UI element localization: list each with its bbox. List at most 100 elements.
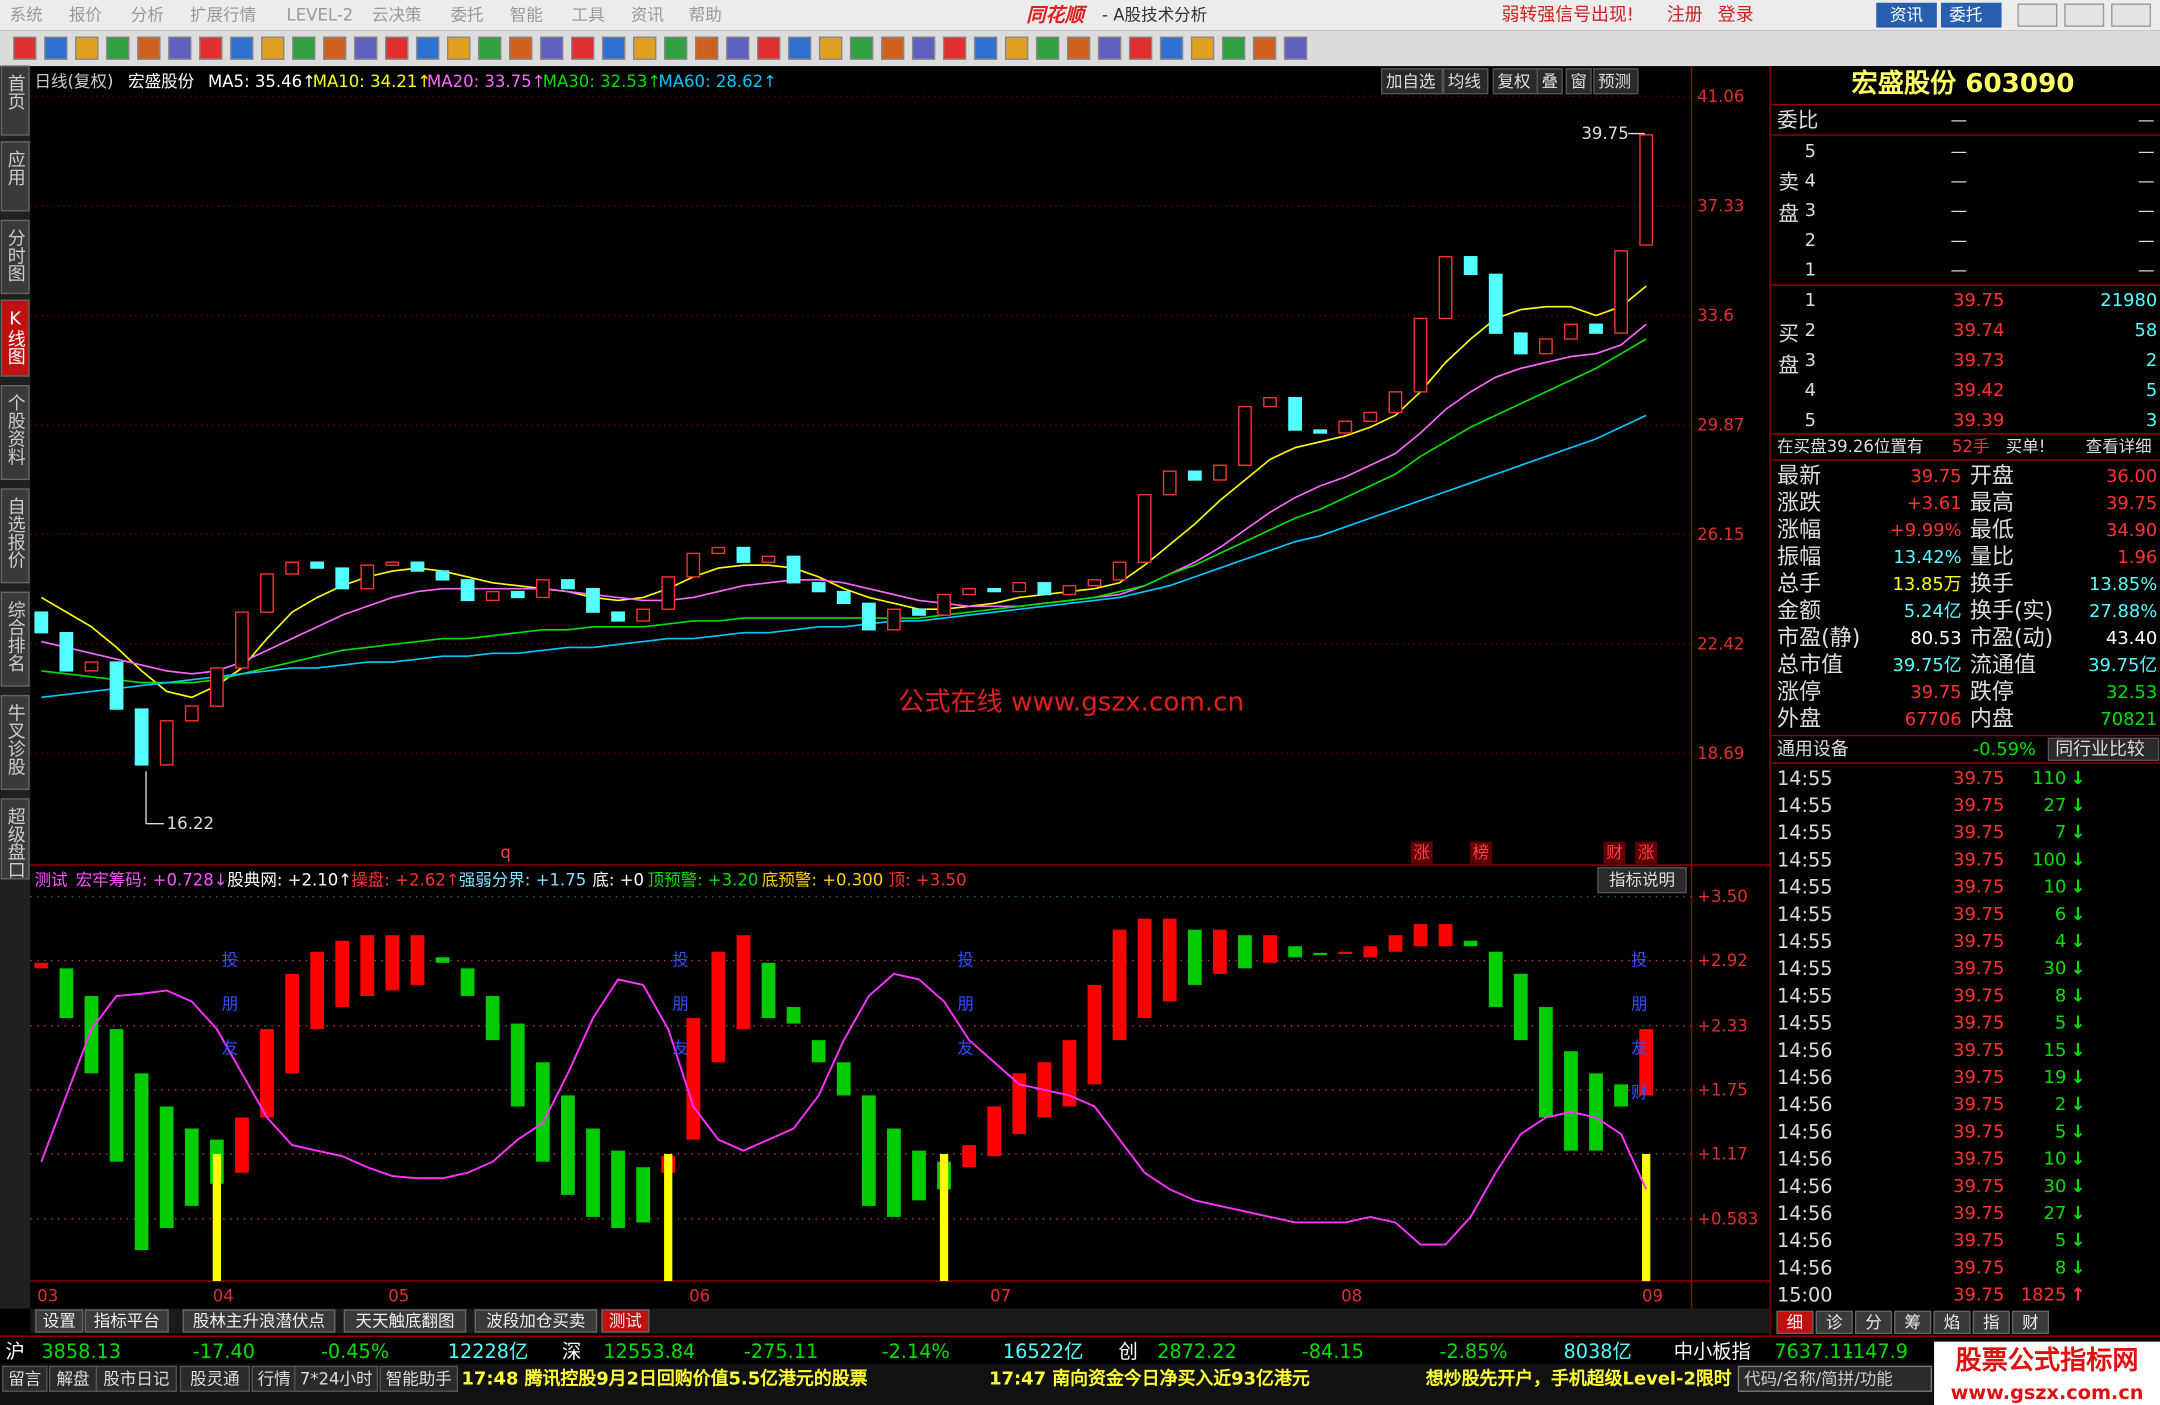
- news-button-label[interactable]: 7*24小时: [300, 1369, 373, 1388]
- event-mark[interactable]: 涨: [1638, 843, 1655, 862]
- toolbar-icon[interactable]: [75, 36, 99, 60]
- side-tab-label[interactable]: K线图: [5, 309, 26, 366]
- quote-tab[interactable]: [1854, 1310, 1893, 1335]
- side-tab-label[interactable]: 首页: [5, 74, 26, 110]
- toolbar-icon[interactable]: [13, 36, 37, 60]
- news-button[interactable]: [251, 1365, 297, 1392]
- toolbar-icon[interactable]: [44, 36, 68, 60]
- bottom-tab-label[interactable]: 测试: [609, 1311, 642, 1330]
- side-tab-label[interactable]: 综合排名: [5, 600, 26, 672]
- menu-item[interactable]: 工具: [572, 6, 605, 25]
- toolbar-icon[interactable]: [1159, 36, 1184, 60]
- bottom-tab-label[interactable]: 波段加仓买卖: [486, 1311, 585, 1330]
- menu-item[interactable]: 报价: [69, 6, 102, 25]
- news-button-label[interactable]: 股灵通: [190, 1369, 240, 1388]
- toolbar-icon[interactable]: [354, 36, 378, 60]
- headline[interactable]: 想炒股先开户，手机超级Level-2限时: [1426, 1367, 1732, 1389]
- chart-button-bg[interactable]: [1536, 68, 1563, 95]
- toolbar-icon[interactable]: [632, 36, 657, 60]
- register-link[interactable]: 注册: [1667, 5, 1703, 26]
- toolbar-icon[interactable]: [601, 36, 626, 60]
- help-button[interactable]: 指标说明: [1609, 871, 1675, 890]
- news-button-label[interactable]: 行情: [258, 1369, 291, 1388]
- side-tab[interactable]: [0, 694, 30, 790]
- toolbar-icon[interactable]: [137, 36, 161, 60]
- toolbar-icon[interactable]: [818, 36, 843, 60]
- search-placeholder[interactable]: 代码/名称/简拼/功能: [1744, 1369, 1893, 1388]
- chart-button[interactable]: 窗: [1570, 72, 1587, 91]
- event-mark[interactable]: 涨: [1413, 843, 1430, 862]
- toolbar-icon[interactable]: [416, 36, 440, 60]
- industry-link[interactable]: 同行业比较: [2055, 739, 2145, 760]
- news-button[interactable]: 资讯: [1890, 6, 1923, 25]
- toolbar-icon[interactable]: [106, 36, 130, 60]
- news-button-label[interactable]: 留言: [8, 1369, 41, 1388]
- side-tab-label[interactable]: 超级盘口: [5, 807, 26, 879]
- bottom-tab[interactable]: [601, 1309, 650, 1333]
- toolbar-icon[interactable]: [663, 36, 688, 60]
- toolbar-icon[interactable]: [509, 36, 533, 60]
- event-mark[interactable]: q: [500, 843, 510, 862]
- side-tab-label[interactable]: 牛叉诊股: [5, 704, 26, 776]
- news-button[interactable]: [48, 1365, 98, 1392]
- chart-button[interactable]: 预测: [1598, 72, 1631, 91]
- side-tab[interactable]: [0, 141, 30, 212]
- trade-button-bg[interactable]: [1940, 2, 2002, 28]
- chart-button-bg[interactable]: [1380, 68, 1443, 95]
- toolbar-icon[interactable]: [942, 36, 967, 60]
- news-button[interactable]: [95, 1365, 178, 1392]
- news-button-bg[interactable]: [1876, 2, 1937, 28]
- toolbar-icon[interactable]: [1252, 36, 1277, 60]
- toolbar-icon[interactable]: [849, 36, 874, 60]
- quote-tab-label[interactable]: 诊: [1826, 1313, 1843, 1332]
- bottom-tab-label[interactable]: 设置: [43, 1311, 76, 1330]
- order-link[interactable]: 查看详细: [2086, 437, 2152, 456]
- menu-item[interactable]: 扩展行情: [190, 6, 256, 25]
- news-button[interactable]: [379, 1365, 459, 1392]
- menu-item[interactable]: 委托: [450, 6, 483, 25]
- toolbar-icon[interactable]: [478, 36, 502, 60]
- chart-button[interactable]: 均线: [1448, 72, 1481, 91]
- signal-link[interactable]: 弱转强信号出现!: [1502, 5, 1634, 26]
- bottom-tab-label[interactable]: 指标平台: [94, 1311, 160, 1330]
- toolbar-icon[interactable]: [1283, 36, 1308, 60]
- news-button-label[interactable]: 智能助手: [386, 1369, 452, 1388]
- event-mark[interactable]: 财: [1606, 843, 1623, 862]
- quote-tab-label[interactable]: 焰: [1944, 1313, 1961, 1332]
- toolbar-icon[interactable]: [1035, 36, 1060, 60]
- bottom-tab[interactable]: [35, 1309, 84, 1333]
- quote-tab-label[interactable]: 分: [1865, 1313, 1882, 1332]
- toolbar-icon[interactable]: [1066, 36, 1091, 60]
- menu-item[interactable]: LEVEL-2: [287, 6, 354, 25]
- menu-item[interactable]: 资讯: [631, 6, 664, 25]
- bottom-tab[interactable]: [474, 1309, 598, 1333]
- toolbar-icon[interactable]: [230, 36, 254, 60]
- menu-item[interactable]: 分析: [131, 6, 164, 25]
- toolbar-icon[interactable]: [385, 36, 409, 60]
- toolbar-icon[interactable]: [725, 36, 750, 60]
- toolbar-icon[interactable]: [756, 36, 781, 60]
- side-tab[interactable]: [0, 65, 30, 136]
- toolbar-icon[interactable]: [1128, 36, 1153, 60]
- quote-tab[interactable]: [1776, 1310, 1814, 1335]
- quote-tab[interactable]: [1933, 1310, 1971, 1335]
- window-control[interactable]: [2017, 3, 2058, 27]
- toolbar-icon[interactable]: [199, 36, 223, 60]
- side-tab-label[interactable]: 分时图: [5, 228, 26, 282]
- menu-item[interactable]: 帮助: [689, 6, 722, 25]
- help-button-bg[interactable]: [1597, 867, 1687, 894]
- headline[interactable]: 17:48 腾讯控股9月2日回购价值5.5亿港元的股票: [461, 1367, 867, 1389]
- menu-item[interactable]: 云决策: [372, 6, 422, 25]
- toolbar-icon[interactable]: [1221, 36, 1246, 60]
- quote-tab-label[interactable]: 指: [1983, 1313, 2000, 1332]
- search-box[interactable]: [1737, 1365, 1933, 1392]
- side-tab[interactable]: [0, 219, 30, 295]
- bottom-tab[interactable]: [343, 1309, 467, 1333]
- chart-button-bg[interactable]: [1565, 68, 1592, 95]
- news-button-label[interactable]: 解盘: [56, 1369, 89, 1388]
- bottom-tab-label[interactable]: 天天触底翻图: [355, 1311, 454, 1330]
- quote-tab-label[interactable]: 细: [1787, 1313, 1804, 1332]
- side-tab-label[interactable]: 自选报价: [5, 497, 26, 569]
- side-tab-label[interactable]: 个股资料: [5, 394, 26, 466]
- bottom-tab-label[interactable]: 股林主升浪潜伏点: [193, 1311, 325, 1330]
